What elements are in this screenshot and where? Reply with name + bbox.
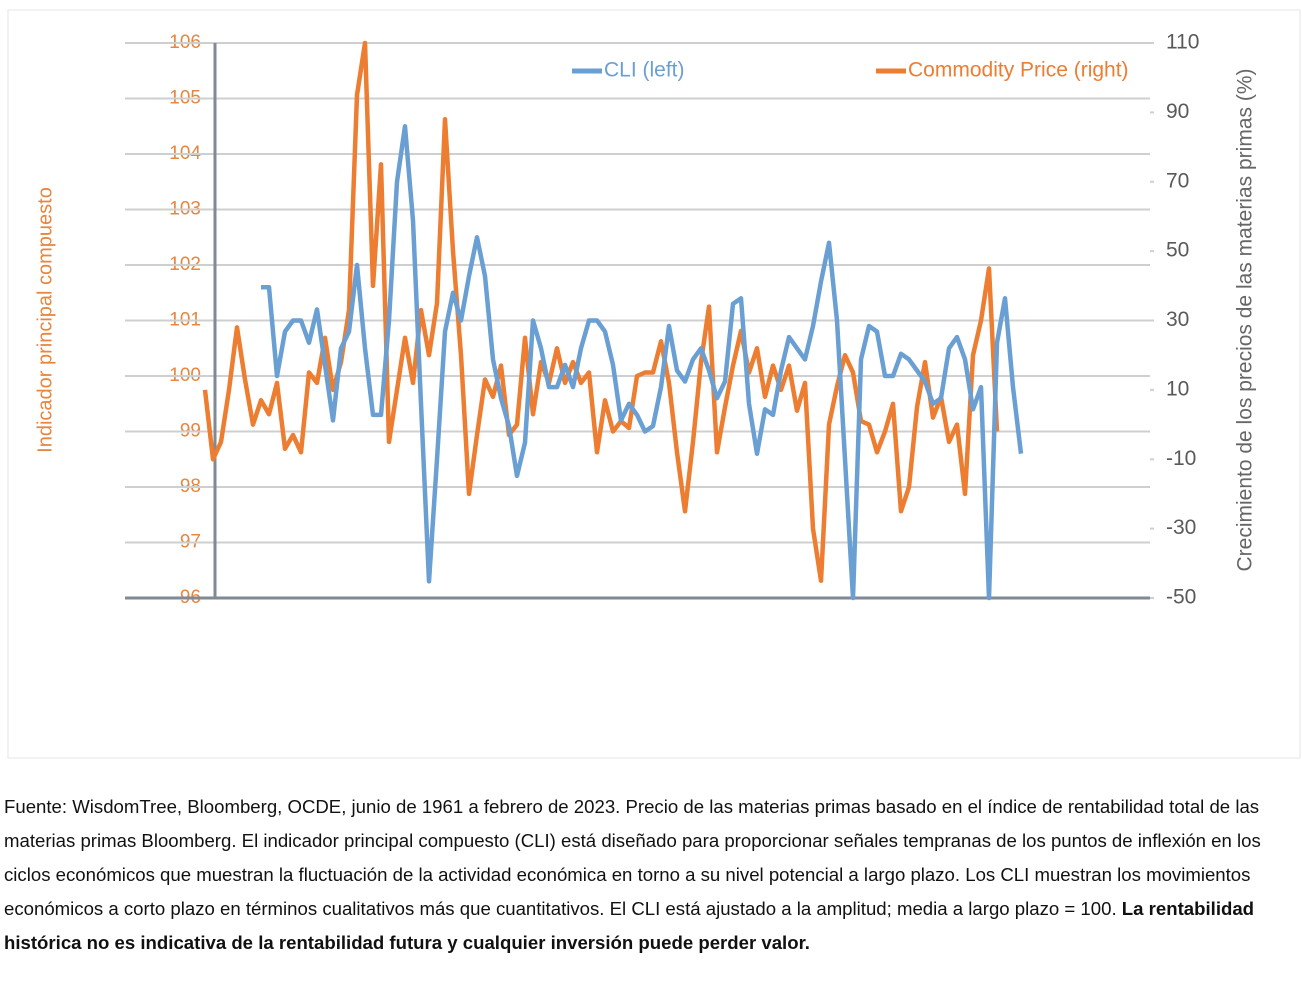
y2-tick-label: -30 <box>1166 516 1196 539</box>
grid: 96979899100101102103104105106-50-30-1010… <box>125 31 1199 609</box>
footnote-bold: La rentabilidad histórica no es indicati… <box>4 898 1255 953</box>
y2-tick-label: 110 <box>1166 31 1199 54</box>
chart: 96979899100101102103104105106-50-30-1010… <box>7 9 1301 759</box>
y2-tick-label: -50 <box>1166 586 1196 609</box>
y2-tick-label: 70 <box>1166 169 1189 192</box>
footnote-text: Fuente: WisdomTree, Bloomberg, OCDE, jun… <box>4 796 1261 919</box>
y2-tick-label: -10 <box>1166 447 1196 470</box>
chart-frame <box>7 9 1301 759</box>
y-axis-label: Indicador principal compuesto <box>34 187 56 453</box>
series-line <box>202 40 1000 583</box>
legend-label: Commodity Price (right) <box>908 59 1129 82</box>
y2-axis-label: Crecimiento de los precios de las materi… <box>1234 68 1257 571</box>
y2-tick-label: 90 <box>1166 100 1189 123</box>
plot <box>202 40 1024 601</box>
series-line <box>261 124 1024 601</box>
y2-tick-label: 30 <box>1166 308 1189 331</box>
footnote: Fuente: WisdomTree, Bloomberg, OCDE, jun… <box>4 790 1298 960</box>
y2-tick-label: 50 <box>1166 239 1189 262</box>
y2-tick-label: 10 <box>1166 377 1189 400</box>
legend-label: CLI (left) <box>604 59 685 82</box>
